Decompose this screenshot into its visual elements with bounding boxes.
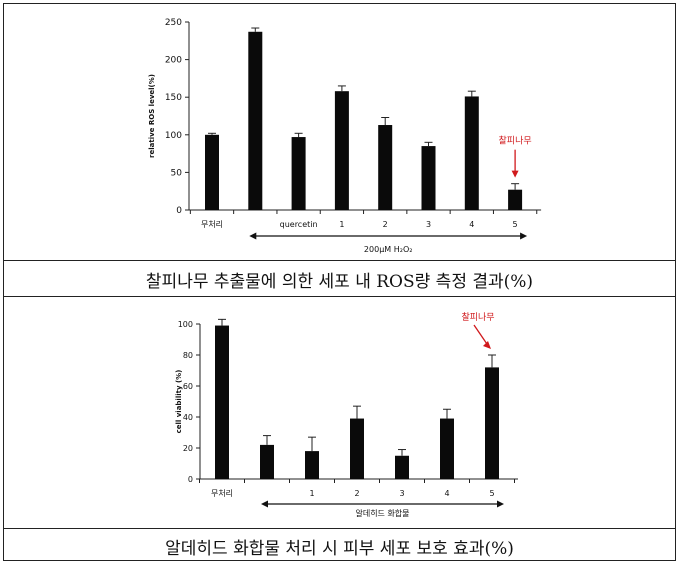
annotation-arrowhead-icon [511, 170, 519, 178]
x-tick-label: quercetin [280, 220, 318, 229]
x-tick-label: 2 [354, 489, 359, 498]
y-tick-label: 150 [165, 93, 182, 103]
y-axis-label: cell viability (%) [175, 370, 183, 434]
arrowhead-left-icon [249, 232, 257, 240]
bar [440, 418, 454, 479]
group-label: 알데히드 화합물 [355, 508, 409, 518]
y-tick-label: 80 [183, 351, 193, 360]
viability-chart: 0 20 40 60 80 100 cell viability (%) 무처리 1 2 3 4 5 알데… [175, 312, 518, 518]
y-tick-label: 200 [165, 56, 182, 66]
arrowhead-right-icon [497, 500, 504, 508]
divider [4, 296, 675, 297]
annotation-label: 찰피나무 [461, 312, 494, 323]
arrowhead-left-icon [261, 500, 268, 508]
y-tick-label: 0 [188, 475, 193, 484]
arrowhead-right-icon [520, 232, 528, 240]
bar [378, 125, 393, 210]
annotation-arrowhead-icon [483, 341, 491, 349]
x-tick-label: 1 [339, 220, 344, 229]
x-tick-label: 1 [309, 489, 314, 498]
y-tick-label: 250 [165, 18, 182, 28]
divider [4, 260, 675, 261]
x-tick-label: 무처리 [201, 220, 223, 229]
figure-frame: 0 50 100 150 200 250 relative ROS level(%) 무처리 q… [3, 3, 676, 561]
ros-chart-panel: 0 50 100 150 200 250 relative ROS level(%) 무처리 q… [4, 4, 675, 260]
y-tick-label: 50 [171, 168, 183, 178]
ros-chart: 0 50 100 150 200 250 relative ROS level(%) 무처리 q… [148, 18, 542, 254]
bar [334, 91, 349, 210]
bar [205, 134, 219, 210]
bar [395, 455, 409, 479]
bar [291, 137, 306, 210]
x-tick-label: 2 [383, 220, 388, 229]
viability-caption: 알데히드 화합물 처리 시 피부 세포 보호 효과(%) [165, 539, 514, 559]
annotation-label: 찰피나무 [499, 136, 532, 147]
bar [485, 367, 499, 479]
y-axis-label: relative ROS level(%) [148, 74, 156, 158]
bar [421, 146, 436, 210]
x-tick-label: 4 [444, 489, 449, 498]
x-tick-label: 5 [513, 220, 518, 229]
bar [464, 96, 479, 210]
bar [305, 451, 319, 479]
x-tick-label: 4 [469, 220, 474, 229]
y-tick-label: 100 [165, 131, 182, 141]
bar [215, 325, 229, 479]
group-label: 200μM H₂O₂ [364, 245, 413, 254]
ros-caption: 찰피나무 추출물에 의한 세포 내 ROS량 측정 결과(%) [145, 272, 534, 292]
x-tick-label: 3 [399, 489, 404, 498]
bar [350, 418, 364, 479]
y-tick-label: 20 [183, 444, 193, 453]
bar [260, 444, 274, 479]
x-tick-label: 3 [426, 220, 431, 229]
bar [508, 189, 523, 210]
y-tick-label: 40 [183, 413, 193, 422]
viability-chart-panel: 0 20 40 60 80 100 cell viability (%) 무처리 1 2 3 4 5 알데… [4, 297, 675, 528]
x-tick-label: 5 [489, 489, 494, 498]
bar [248, 31, 263, 210]
y-tick-label: 60 [183, 382, 193, 391]
divider [4, 528, 675, 529]
y-tick-label: 0 [176, 206, 182, 216]
y-tick-label: 100 [178, 320, 193, 329]
x-tick-label: 무처리 [211, 489, 233, 498]
